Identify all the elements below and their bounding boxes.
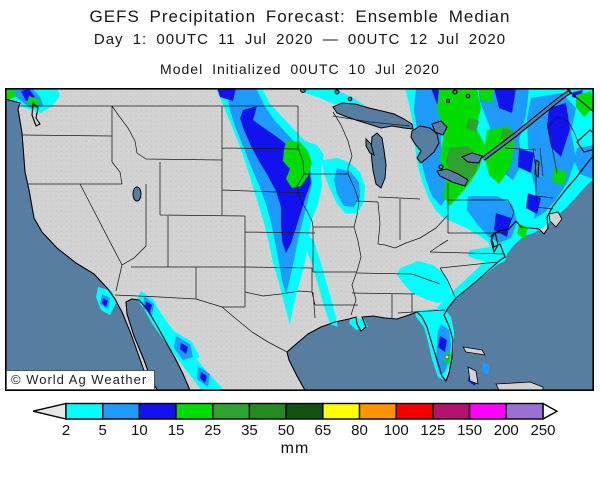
legend-left-arrow xyxy=(32,402,67,420)
copyright-watermark: © World Ag Weather xyxy=(6,370,156,390)
model-init-line: Model Initialized 00UTC 10 Jul 2020 xyxy=(160,61,440,77)
legend-cell xyxy=(175,402,214,420)
valid-period-subtitle: Day 1: 00UTC 11 Jul 2020 — 00UTC 12 Jul … xyxy=(93,31,507,48)
great-salt-lake xyxy=(132,186,142,202)
precipitation-contours xyxy=(5,88,594,391)
islands xyxy=(462,211,563,391)
legend-tick-label: 100 xyxy=(384,422,409,439)
lake-michigan xyxy=(370,132,387,189)
lake-erie xyxy=(436,168,469,187)
legend-tick-label: 80 xyxy=(351,422,368,439)
legend-tick-label: 125 xyxy=(420,422,445,439)
legend-tick-label: 150 xyxy=(457,422,482,439)
precip-scale-legend: 2 5 10 15 25 35 50 65 80 100 125 150 200 250 mm xyxy=(0,401,600,471)
legend-cell xyxy=(505,402,544,420)
map-container: © World Ag Weather xyxy=(5,88,594,391)
map-border xyxy=(5,88,594,391)
legend-colorbar: 2 5 10 15 25 35 50 65 80 100 125 150 200 250 mm xyxy=(32,402,559,457)
legend-tick-label: 10 xyxy=(131,422,148,439)
legend-cell xyxy=(285,402,324,420)
legend-cell xyxy=(395,402,434,420)
legend-tick-label: 5 xyxy=(99,422,107,439)
legend-cell xyxy=(138,402,177,420)
legend-cell xyxy=(358,402,397,420)
legend-tick-label: 65 xyxy=(314,422,331,439)
georgian-bay xyxy=(431,120,448,136)
coastlines xyxy=(5,88,594,391)
legend-tick-label: 250 xyxy=(530,422,555,439)
state-borders xyxy=(20,105,581,353)
lake-huron xyxy=(410,125,440,164)
lake-ontario xyxy=(461,152,483,164)
legend-cell xyxy=(248,402,287,420)
legend-unit-label: mm xyxy=(281,440,310,457)
green-bay xyxy=(365,137,375,156)
legend-tick-labels: 2 5 10 15 25 35 50 65 80 100 125 150 200 250 xyxy=(62,422,556,439)
st-lawrence-river xyxy=(481,89,573,161)
page-title: GEFS Precipitation Forecast: Ensemble Me… xyxy=(89,7,511,26)
legend-tick-label: 25 xyxy=(204,422,221,439)
legend-cells xyxy=(65,402,544,420)
legend-cell xyxy=(212,402,251,420)
legend-tick-label: 15 xyxy=(168,422,185,439)
us-precipitation-map xyxy=(5,88,594,391)
legend-tick-label: 200 xyxy=(494,422,519,439)
legend-cell xyxy=(101,402,141,420)
legend-cell xyxy=(432,402,471,420)
legend-tick-label: 35 xyxy=(241,422,258,439)
lake-okeechobee xyxy=(444,354,450,360)
lake-st-clair xyxy=(438,164,444,170)
legend-cell xyxy=(468,402,507,420)
legend-cell xyxy=(322,402,361,420)
legend-cell xyxy=(65,402,104,420)
legend-right-arrow xyxy=(542,402,559,421)
legend-tick-label: 2 xyxy=(62,422,70,439)
legend-tick-label: 50 xyxy=(278,422,295,439)
